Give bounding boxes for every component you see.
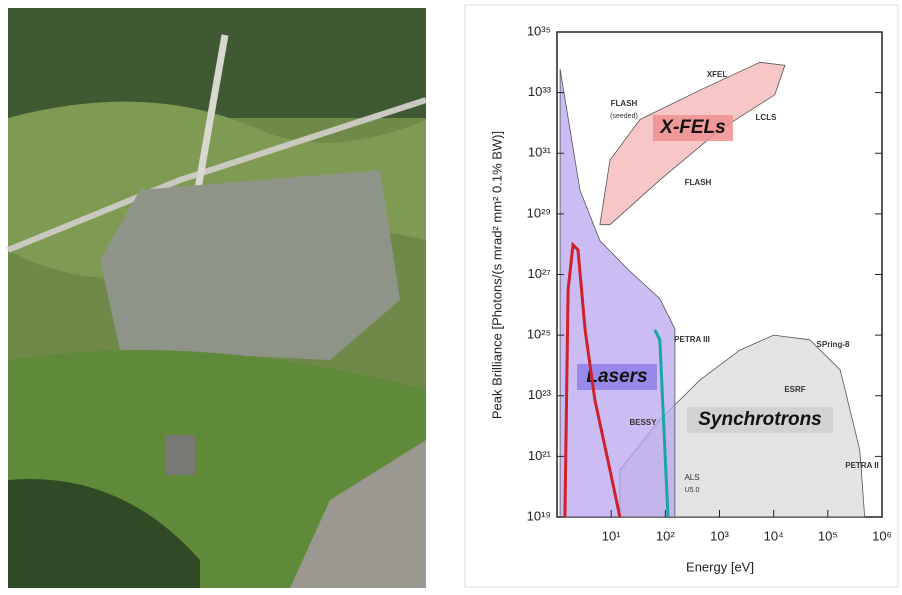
- x-tick-label: 10¹: [602, 528, 621, 543]
- photo-houses: [290, 440, 426, 588]
- photo-road: [6, 97, 427, 253]
- region-label: X-FELs: [659, 117, 725, 138]
- line: [653, 329, 670, 518]
- photo-campus: [100, 170, 400, 360]
- aerial-photo: [6, 8, 427, 588]
- annotation: ALS: [684, 473, 699, 482]
- photo-building: [165, 435, 195, 475]
- y-tick-label: 10²⁷: [528, 266, 552, 281]
- y-axis-label: Peak Brilliance [Photons/(s mrad² mm² 0.…: [489, 131, 504, 419]
- annotation: BESSY: [629, 418, 657, 427]
- photo-trees: [8, 479, 200, 588]
- annotation: SPring-8: [817, 340, 850, 349]
- annotation: FLASH: [611, 99, 638, 108]
- annotation: ESRF: [784, 385, 805, 394]
- annotation: U5.0: [685, 487, 700, 494]
- y-tick-label: 10²³: [528, 387, 552, 402]
- x-tick-label: 10²: [656, 528, 675, 543]
- annotation: LCLS: [756, 113, 778, 122]
- y-tick-label: 10³¹: [528, 145, 552, 160]
- curve-label: PETRA III: [674, 335, 710, 344]
- annotation: FLASH: [685, 178, 712, 187]
- y-tick-label: 10³⁵: [527, 23, 551, 38]
- annotation: (seeded): [610, 113, 638, 120]
- line: [563, 241, 622, 518]
- x-axis-label: Energy [eV]: [686, 559, 754, 574]
- region-label-box: [653, 115, 733, 141]
- y-tick-label: 10²¹: [528, 448, 552, 463]
- area: [559, 68, 676, 518]
- annotation: PETRA II: [845, 461, 878, 470]
- region-label: Lasers: [586, 366, 647, 387]
- region-label: Synchrotrons: [698, 409, 822, 430]
- region-label-box: [687, 407, 833, 433]
- plot-area: Synchrotrons Lasers X-FELs PETRA III FLASH (s…: [559, 61, 879, 518]
- y-tick-label: 10²⁹: [527, 205, 551, 220]
- y-tick-label: 10¹⁹: [527, 508, 551, 523]
- x-tick-label: 10³: [710, 528, 729, 543]
- area: [599, 61, 786, 226]
- x-tick-label: 10⁴: [764, 528, 784, 543]
- y-tick-label: 10³³: [528, 84, 552, 99]
- x-tick-label: 10⁶: [872, 528, 892, 543]
- y-tick-label: 10²⁵: [527, 327, 551, 342]
- x-tick-label: 10⁵: [818, 528, 838, 543]
- annotation: XFEL: [707, 70, 728, 79]
